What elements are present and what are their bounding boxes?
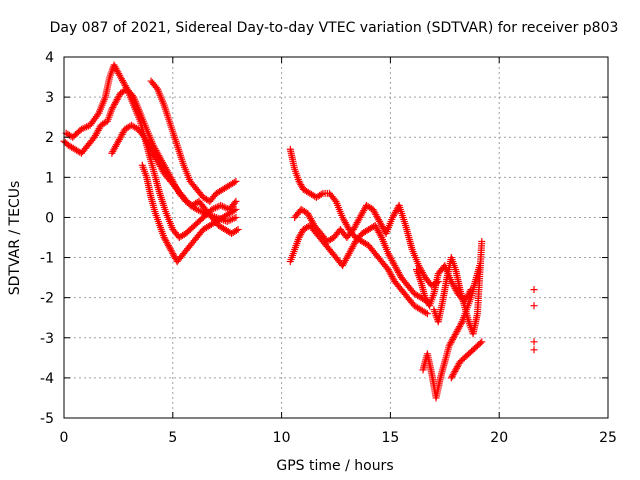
plot-frame [63, 56, 609, 419]
data-points [60, 61, 538, 402]
x-axis-label: GPS time / hours [276, 458, 393, 474]
data-point [466, 287, 474, 295]
data-point [304, 222, 312, 230]
y-tick-label: 3 [45, 90, 54, 106]
axis-ticks: 0 5 10 15 20 25 -5 -4 -3 -2 -1 0 1 2 3 4 [40, 50, 617, 446]
data-point [122, 83, 130, 91]
data-point [530, 346, 538, 354]
y-tick-label: -3 [40, 331, 54, 347]
data-point [232, 197, 240, 205]
x-tick-label: 25 [599, 430, 617, 446]
x-tick-label: 0 [60, 430, 69, 446]
y-tick-label: 0 [45, 210, 54, 226]
data-point [530, 286, 538, 294]
data-point [476, 339, 484, 347]
x-tick-label: 15 [381, 430, 399, 446]
data-point [204, 196, 212, 204]
data-point [232, 213, 240, 221]
x-tick-label: 5 [168, 430, 177, 446]
data-point [232, 226, 240, 234]
x-tick-label: 10 [273, 430, 291, 446]
data-point [478, 338, 486, 346]
data-point [467, 286, 475, 294]
data-point [232, 177, 240, 185]
data-point [377, 232, 385, 240]
data-point [423, 310, 431, 318]
data-point [317, 190, 325, 198]
y-tick-label: 4 [45, 50, 54, 66]
data-point [152, 83, 160, 91]
data-point [232, 205, 240, 213]
data-point [193, 198, 201, 206]
y-tick-label: -4 [40, 371, 54, 387]
y-tick-label: -2 [40, 291, 54, 307]
data-point [530, 302, 538, 310]
data-point [234, 225, 242, 233]
y-tick-label: 1 [45, 170, 54, 186]
data-point [231, 199, 239, 207]
data-point [478, 238, 486, 246]
data-point [457, 319, 465, 327]
x-tick-label: 20 [490, 430, 508, 446]
data-point [331, 196, 339, 204]
data-point [530, 338, 538, 346]
data-point [76, 148, 84, 156]
y-tick-label: -5 [40, 411, 54, 427]
data-point [94, 111, 102, 119]
data-point [422, 309, 430, 317]
data-point [230, 206, 238, 214]
y-tick-label: 2 [45, 130, 54, 146]
data-point [230, 178, 238, 186]
y-axis-label: SDTVAR / TECUs [7, 181, 23, 296]
chart-title: Day 087 of 2021, Sidereal Day-to-day VTE… [50, 20, 619, 36]
y-tick-label: -1 [40, 251, 54, 267]
